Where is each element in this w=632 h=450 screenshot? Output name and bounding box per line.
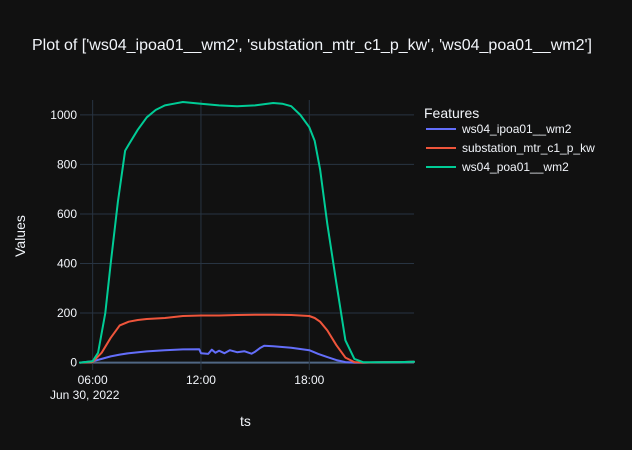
legend-label: substation_mtr_c1_p_kw xyxy=(462,141,595,155)
x-tick-label: 12:00 xyxy=(186,373,216,387)
x-axis-title: ts xyxy=(240,413,251,429)
series-line-1 xyxy=(79,344,415,364)
y-tick-label: 400 xyxy=(57,256,77,270)
y-tick-label: 800 xyxy=(57,157,77,171)
y-tick-label: 1000 xyxy=(50,108,77,122)
grid xyxy=(80,100,414,370)
x-tick-label: 18:00 xyxy=(294,373,324,387)
legend-title: Features xyxy=(424,105,479,121)
y-tick-label: 600 xyxy=(57,207,77,221)
legend-items: ws04_ipoa01__wm2 substation_mtr_c1_p_kwws… xyxy=(426,122,595,174)
x-axis-ticks: 06:00 12:00 18:00 xyxy=(78,373,325,387)
plot-area xyxy=(80,100,414,370)
series-line-2 xyxy=(79,313,415,364)
series-line-3 xyxy=(79,101,415,364)
legend-label: ws04_poa01__wm2 xyxy=(461,160,569,174)
x-tick-label: 06:00 xyxy=(78,373,108,387)
legend: Features ws04_ipoa01__wm2 substation_mtr_… xyxy=(424,105,595,174)
chart-title: Plot of ['ws04_ipoa01__wm2', 'substation… xyxy=(32,37,592,54)
y-tick-label: 0 xyxy=(70,356,77,370)
series-lines xyxy=(79,101,415,364)
y-axis-title: Values xyxy=(12,215,28,257)
y-axis-ticks: 0 200 400 600 800 1000 xyxy=(50,108,77,370)
legend-label: ws04_ipoa01__wm2 xyxy=(461,122,572,136)
x-date-label: Jun 30, 2022 xyxy=(50,388,120,402)
y-tick-label: 200 xyxy=(57,306,77,320)
